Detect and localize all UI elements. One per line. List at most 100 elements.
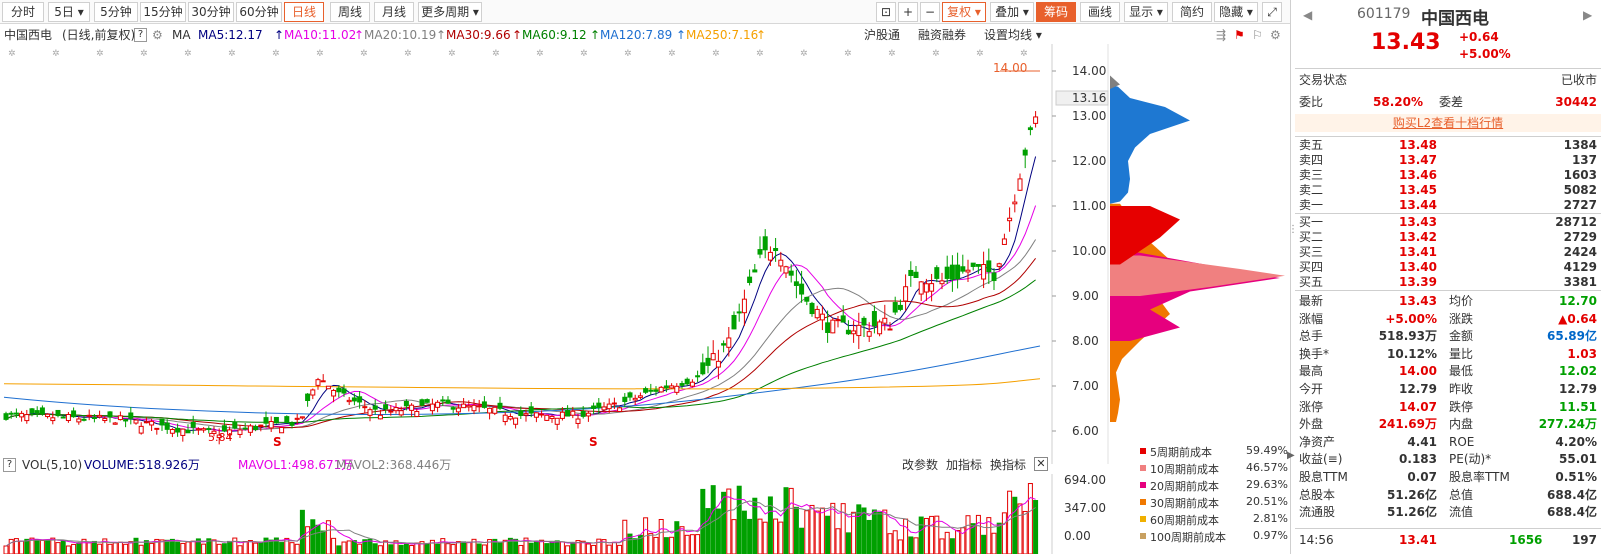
volume-chart[interactable]: 694.00 347.00 0.00 bbox=[0, 474, 1290, 554]
tick-volume: 1656 bbox=[1509, 533, 1543, 547]
volume-bar bbox=[13, 538, 19, 554]
more-periods-dropdown[interactable]: 更多周期 ▾ bbox=[418, 2, 482, 22]
switch-indicator-link[interactable]: 换指标 bbox=[990, 458, 1027, 472]
volume-bar bbox=[757, 518, 763, 554]
tick-extra: 197 bbox=[1571, 533, 1597, 547]
candle-body bbox=[861, 317, 867, 326]
hk-connect-link[interactable]: 沪股通 bbox=[864, 28, 901, 42]
event-marker-icon: ✲ bbox=[492, 49, 500, 59]
ma250-line bbox=[3, 378, 1041, 390]
volume-bar bbox=[263, 537, 269, 554]
volume-bar bbox=[986, 517, 992, 554]
vol-help-icon[interactable]: ? bbox=[3, 458, 16, 472]
volume-bar bbox=[877, 511, 883, 554]
collapse-panel-icon[interactable]: ▶ bbox=[1287, 450, 1295, 461]
ma-line bbox=[5, 205, 1037, 432]
chip-legend-value: 46.57% bbox=[1246, 461, 1288, 474]
volume-bar bbox=[1007, 490, 1013, 554]
chips-button[interactable]: 筹码 bbox=[1036, 2, 1076, 22]
price-tick-label: 7.00 bbox=[1072, 379, 1099, 393]
event-marker-icon: ✲ bbox=[536, 49, 544, 59]
period-weekly[interactable]: 周线 bbox=[330, 2, 370, 22]
volume-bar bbox=[637, 534, 643, 554]
help-icon[interactable]: ? bbox=[134, 28, 147, 42]
stat-label: ROE bbox=[1449, 434, 1475, 449]
candle-body bbox=[1012, 201, 1018, 205]
chip-toggle-icon[interactable]: ⇶ bbox=[1216, 28, 1227, 42]
adjust-dropdown[interactable]: 复权 ▾ bbox=[942, 2, 986, 22]
volume-bar bbox=[393, 540, 399, 554]
book-volume: 2729 bbox=[1563, 230, 1597, 244]
minus-icon[interactable]: − bbox=[920, 2, 940, 22]
fullscreen-icon[interactable]: ⤢ bbox=[1262, 2, 1282, 22]
plus-icon[interactable]: + bbox=[898, 2, 918, 22]
volume-bar bbox=[195, 538, 201, 554]
book-volume: 2727 bbox=[1563, 198, 1597, 212]
edit-params-link[interactable]: 改参数 bbox=[902, 458, 939, 472]
flag-outline-icon[interactable]: ⚐ bbox=[1252, 28, 1263, 42]
volume-bar bbox=[164, 539, 170, 554]
add-indicator-link[interactable]: 加指标 bbox=[946, 458, 983, 472]
candlestick-chart[interactable]: 14.00 13.00 12.00 11.00 10.00 9.00 8.00 7.00 6.0… bbox=[0, 44, 1290, 464]
period-30min[interactable]: 30分钟 bbox=[188, 2, 234, 22]
candle-body bbox=[492, 406, 498, 414]
volume-bar bbox=[112, 542, 118, 554]
legend-swatch bbox=[1140, 516, 1146, 522]
book-price: 13.45 bbox=[1399, 183, 1437, 197]
legend-swatch bbox=[1140, 533, 1146, 539]
draw-button[interactable]: 画线 bbox=[1080, 2, 1120, 22]
volume-bar bbox=[991, 532, 997, 554]
stat-value: 12.02 bbox=[1559, 364, 1597, 379]
display-dropdown[interactable]: 显示 ▾ bbox=[1124, 2, 1168, 22]
period-daily[interactable]: 日线 bbox=[284, 2, 324, 22]
chip-settings-icon[interactable]: ⚙ bbox=[1270, 28, 1281, 42]
candle-body bbox=[502, 414, 508, 423]
volume-bar bbox=[695, 534, 701, 554]
period-60min[interactable]: 60分钟 bbox=[236, 2, 282, 22]
candle-body bbox=[632, 397, 638, 401]
candle-body bbox=[284, 416, 290, 424]
simple-button[interactable]: 简约 bbox=[1172, 2, 1212, 22]
volume-bar bbox=[273, 537, 279, 554]
volume-bar bbox=[435, 543, 441, 554]
volume-bar bbox=[596, 538, 602, 554]
volume-bar bbox=[242, 540, 248, 554]
event-marker-icon: ✲ bbox=[888, 49, 896, 59]
last-price-value: 13.16 bbox=[1072, 91, 1106, 105]
event-marker-icon: ✲ bbox=[404, 49, 412, 59]
settings-icon[interactable]: ⚙ bbox=[152, 28, 163, 42]
flag-icon[interactable]: ⚑ bbox=[1234, 28, 1245, 42]
period-5day[interactable]: 5日 ▾ bbox=[48, 2, 90, 22]
volume-bar bbox=[513, 538, 519, 554]
panel-grip-icon[interactable]: ⋮ bbox=[1288, 224, 1298, 235]
period-monthly[interactable]: 月线 bbox=[374, 2, 414, 22]
stat-value: ▲0.64 bbox=[1558, 311, 1597, 326]
ask-row: 卖二 13.45 5082 bbox=[1299, 183, 1597, 198]
prev-stock-icon[interactable]: ◀ bbox=[1303, 8, 1313, 22]
next-stock-icon[interactable]: ▶ bbox=[1583, 8, 1593, 22]
candle-body bbox=[237, 429, 243, 435]
period-15min[interactable]: 15分钟 bbox=[140, 2, 186, 22]
lock-icon[interactable]: ⊡ bbox=[876, 2, 896, 22]
candle-body bbox=[710, 353, 716, 361]
overlay-dropdown[interactable]: 叠加 ▾ bbox=[990, 2, 1034, 22]
stat-value: 12.70 bbox=[1559, 294, 1597, 308]
candle-body bbox=[757, 249, 763, 255]
volume-bar bbox=[669, 536, 675, 554]
close-icon[interactable]: ✕ bbox=[1034, 457, 1048, 471]
ma-settings-link[interactable]: 设置均线 ▾ bbox=[984, 28, 1042, 42]
candle-body bbox=[346, 399, 352, 403]
hide-dropdown[interactable]: 隐藏 ▾ bbox=[1214, 2, 1258, 22]
book-level-label: 卖二 bbox=[1299, 183, 1324, 197]
volume-bar bbox=[34, 539, 40, 554]
candle-body bbox=[65, 414, 71, 422]
candle-body bbox=[518, 410, 524, 417]
period-intraday[interactable]: 分时 bbox=[2, 2, 44, 22]
volume-bar bbox=[809, 504, 815, 554]
l2-purchase-link[interactable]: 购买L2查看十档行情 bbox=[1295, 114, 1601, 132]
candle-body bbox=[138, 425, 144, 434]
period-5min[interactable]: 5分钟 bbox=[94, 2, 138, 22]
candle-body bbox=[975, 264, 981, 267]
volume-bar bbox=[294, 543, 300, 554]
margin-trading-link[interactable]: 融资融券 bbox=[918, 28, 967, 42]
